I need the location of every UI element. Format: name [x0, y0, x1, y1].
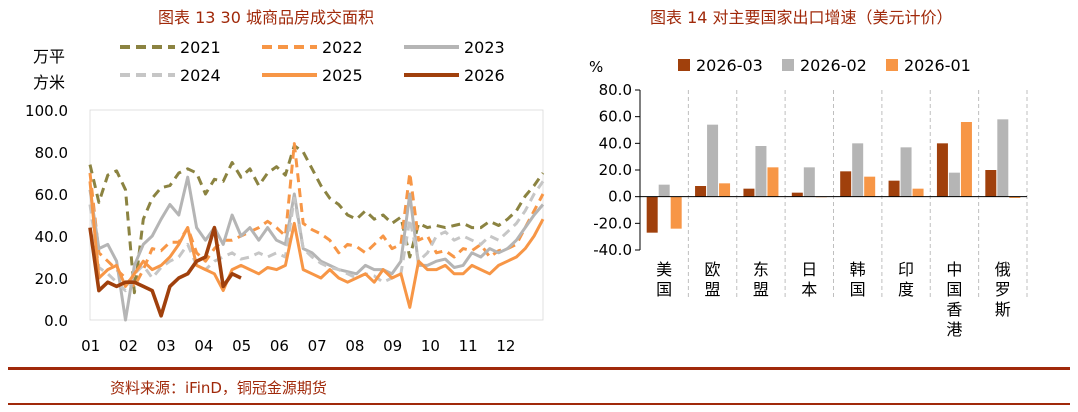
category-label-俄罗斯: 罗: [995, 280, 1011, 299]
y-tick-label: 40.0: [35, 228, 68, 246]
y-tick-label: 20.0: [599, 161, 632, 179]
bar-2026-01-印度: [912, 188, 924, 197]
category-label-韩国: 国: [850, 280, 866, 299]
legend-label-2023: 2023: [464, 38, 505, 57]
footer-rule-bottom: [8, 403, 1070, 405]
bar-2026-03-日本: [791, 192, 803, 197]
category-label-印度: 度: [898, 280, 914, 299]
housing-sales-line-chart: 0.0 20.0 40.0 60.0 80.0 100.0 01 02 03 04 05 06 07 08…: [25, 38, 545, 355]
series-line-2026: [88, 225, 242, 318]
legend-label-2021: 2021: [180, 38, 221, 57]
category-label-欧盟: 盟: [705, 280, 721, 299]
category-label-俄罗斯: 俄: [995, 260, 1011, 279]
bar-2026-01-韩国: [864, 176, 876, 197]
legend-swatch-2026-03: [678, 59, 690, 71]
bar-2026-01-东盟: [767, 167, 779, 197]
category-label-韩国: 韩: [850, 260, 866, 279]
x-tick-label: 11: [459, 337, 478, 355]
y-axis-label-line1: 万平: [33, 47, 65, 66]
series-line-2022: [88, 142, 545, 288]
y-tick-label: 20.0: [35, 270, 68, 288]
bar-2026-01-美国: [670, 196, 682, 229]
category-label-美国: 美: [656, 260, 672, 279]
x-tick-label: 04: [194, 337, 213, 355]
category-label-东盟: 东: [753, 260, 769, 279]
bar-2026-01-日本: [815, 196, 827, 198]
x-tick-label: 10: [421, 337, 440, 355]
y-tick-label: 40.0: [599, 134, 632, 152]
category-label-东盟: 盟: [753, 280, 769, 299]
x-tick-label: 05: [232, 337, 251, 355]
bar-2026-02-欧盟: [707, 124, 719, 197]
bar-2026-03-美国: [646, 196, 658, 233]
y-tick-label: 0.0: [44, 312, 68, 330]
legend-label-2026-03: 2026-03: [696, 56, 763, 75]
source-note: 资料来源：iFinD，铜冠金源期货: [110, 379, 327, 397]
bar-2026-02-东盟: [755, 146, 767, 197]
left-chart-title: 图表 13 30 城商品房成交面积: [158, 8, 374, 27]
category-label-日本: 日: [801, 260, 817, 279]
x-tick-label: 08: [345, 337, 364, 355]
bar-2026-01-欧盟: [719, 183, 731, 197]
y-axis-unit: %: [589, 58, 603, 76]
y-tick-label: 60.0: [599, 108, 632, 126]
category-label-欧盟: 欧: [705, 260, 721, 279]
category-label-俄罗斯: 斯: [995, 300, 1011, 319]
x-tick-label: 12: [496, 337, 515, 355]
bar-2026-03-俄罗斯: [985, 170, 997, 197]
category-label-中国香港: 香: [946, 300, 962, 319]
x-tick-label: 03: [157, 337, 176, 355]
legend-swatch-2026-01: [886, 59, 898, 71]
bar-2026-02-美国: [658, 184, 670, 197]
bar-2026-03-印度: [888, 180, 900, 197]
footer-rule-top: [8, 367, 1070, 370]
x-tick-label: 01: [81, 337, 100, 355]
series-line-2024: [88, 180, 545, 293]
legend-label-2026-01: 2026-01: [904, 56, 971, 75]
bar-2026-01-俄罗斯: [1009, 196, 1021, 198]
bar-2026-02-韩国: [852, 143, 864, 197]
category-label-美国: 国: [656, 280, 672, 299]
bar-2026-02-中国香港: [948, 172, 960, 197]
y-tick-label: 80.0: [35, 144, 68, 162]
legend-label-2026: 2026: [464, 66, 505, 85]
bar-2026-02-日本: [803, 167, 815, 197]
bar-2026-01-中国香港: [960, 122, 972, 197]
y-tick-label: 0.0: [608, 188, 632, 206]
y-tick-label: -40.0: [593, 241, 632, 259]
series-line-2023: [88, 175, 545, 322]
bar-2026-02-俄罗斯: [997, 119, 1009, 197]
bar-2026-03-韩国: [840, 171, 852, 197]
plot-frame: [89, 109, 544, 321]
bar-2026-03-中国香港: [936, 143, 948, 197]
series-line-2021: [88, 144, 545, 295]
category-label-中国香港: 中: [946, 260, 962, 279]
legend-label-2025: 2025: [322, 66, 363, 85]
category-label-日本: 本: [801, 280, 817, 299]
x-tick-label: 07: [308, 337, 327, 355]
y-tick-label: -20.0: [593, 214, 632, 232]
bar-2026-03-欧盟: [695, 186, 707, 197]
series-line-2025: [88, 181, 545, 309]
bar-2026-03-东盟: [743, 188, 755, 197]
legend-swatch-2026-02: [782, 59, 794, 71]
x-tick-label: 02: [119, 337, 138, 355]
category-label-印度: 印: [898, 260, 914, 279]
y-tick-label: 60.0: [35, 186, 68, 204]
bar-2026-02-印度: [900, 147, 912, 197]
x-tick-label: 09: [383, 337, 402, 355]
y-axis-label-line2: 方米: [33, 73, 65, 92]
category-label-中国香港: 港: [946, 320, 962, 339]
category-label-中国香港: 国: [946, 280, 962, 299]
x-tick-label: 06: [270, 337, 289, 355]
right-chart-title: 图表 14 对主要国家出口增速（美元计价）: [650, 8, 953, 27]
y-tick-label: 100.0: [25, 102, 68, 120]
legend-label-2024: 2024: [180, 66, 221, 85]
y-tick-label: 80.0: [599, 81, 632, 99]
legend-label-2022: 2022: [322, 38, 363, 57]
legend-label-2026-02: 2026-02: [800, 56, 867, 75]
